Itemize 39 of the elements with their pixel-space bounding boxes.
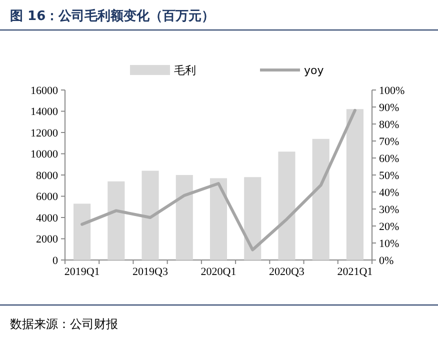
chart-title: 图 16：公司毛利额变化（百万元） (10, 8, 215, 24)
bar (210, 178, 228, 260)
bar (312, 138, 330, 260)
x-tick-label: 2021Q1 (337, 266, 373, 278)
x-tick-label: 2019Q3 (132, 266, 168, 278)
x-tick-label: 2019Q1 (64, 266, 100, 278)
y2-tick-label: 40% (379, 186, 400, 199)
bar (244, 177, 262, 260)
legend-label: 毛利 (174, 64, 196, 77)
y2-tick-label: 20% (379, 220, 400, 233)
y-tick-label: 8000 (36, 170, 58, 182)
bar (176, 175, 193, 260)
legend-label: yoy (304, 64, 324, 77)
y-tick-label: 14000 (30, 106, 58, 118)
y-tick-label: 4000 (36, 212, 58, 224)
bar (346, 109, 364, 260)
x-tick-label: 2020Q3 (268, 266, 305, 278)
y2-tick-label: 30% (379, 204, 400, 216)
y-tick-label: 16000 (30, 84, 58, 97)
y-tick-label: 12000 (30, 127, 58, 140)
y2-tick-label: 50% (379, 170, 400, 182)
y2-tick-label: 0% (379, 254, 394, 267)
source-note: 数据来源：公司财报 (10, 317, 118, 331)
y2-tick-label: 90% (379, 102, 400, 114)
x-tick-label: 2020Q1 (200, 266, 236, 278)
y-tick-label: 2000 (36, 234, 58, 246)
y2-tick-label: 70% (379, 136, 400, 148)
y2-tick-label: 80% (379, 118, 400, 131)
line-series (80, 108, 356, 252)
bar (74, 204, 91, 260)
y2-tick-label: 10% (379, 238, 400, 250)
y2-tick-label: 60% (379, 152, 400, 165)
y-tick-label: 0 (52, 254, 58, 267)
bar (142, 170, 159, 260)
bar (278, 152, 296, 260)
y2-tick-label: 100% (379, 84, 405, 97)
bar (108, 181, 125, 260)
y-tick-label: 10000 (30, 148, 58, 161)
y-tick-label: 6000 (36, 191, 58, 204)
